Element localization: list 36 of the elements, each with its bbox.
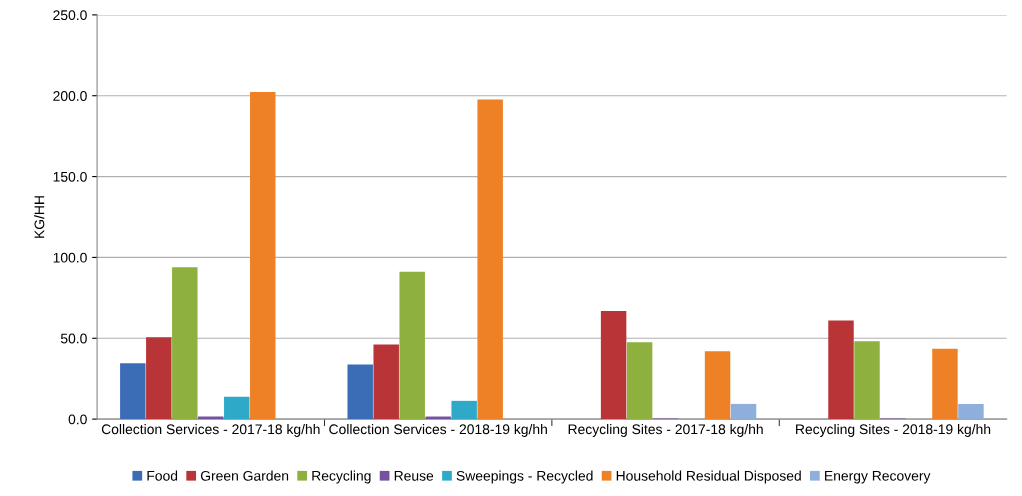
y-tick-label: 100.0 bbox=[53, 252, 87, 263]
bar bbox=[146, 337, 172, 420]
bar bbox=[347, 364, 373, 420]
legend-label: Food bbox=[147, 470, 178, 481]
y-tick-label: 0.0 bbox=[68, 414, 87, 425]
bar bbox=[373, 344, 399, 420]
x-tick-label: Collection Services - 2018-19 kg/hh bbox=[329, 423, 547, 437]
legend-label: Sweepings - Recycled bbox=[456, 470, 593, 484]
legend-label: Household Residual Disposed bbox=[616, 470, 801, 484]
x-tick-label: Recycling Sites - 2017-18 kg/hh bbox=[568, 423, 763, 437]
bar bbox=[399, 271, 425, 420]
y-tick-label: 250.0 bbox=[53, 10, 87, 21]
bar bbox=[451, 400, 477, 420]
bar bbox=[224, 396, 250, 420]
y-axis-title: KG/HH bbox=[34, 196, 45, 238]
bar bbox=[932, 348, 958, 420]
bar bbox=[172, 267, 198, 420]
legend-label: Recycling bbox=[312, 470, 371, 484]
bar bbox=[828, 320, 854, 420]
legend-label: Reuse bbox=[394, 471, 434, 481]
bar bbox=[626, 342, 653, 420]
bar bbox=[730, 403, 757, 420]
y-tick-label: 150.0 bbox=[53, 171, 87, 182]
y-tick-label: 50.0 bbox=[60, 333, 87, 344]
bar bbox=[120, 363, 146, 420]
bar bbox=[477, 99, 503, 420]
bar bbox=[704, 351, 731, 420]
x-tick-label: Collection Services - 2017-18 kg/hh bbox=[101, 423, 320, 437]
bar bbox=[958, 403, 984, 420]
bar bbox=[250, 92, 276, 420]
legend-label: Energy Recovery bbox=[825, 471, 931, 484]
x-tick-label: Recycling Sites - 2018-19 kg/hh bbox=[796, 423, 991, 437]
legend-label: Green Garden bbox=[200, 470, 289, 481]
bar bbox=[600, 310, 627, 420]
bar bbox=[854, 341, 880, 420]
y-tick-label: 200.0 bbox=[53, 91, 87, 101]
